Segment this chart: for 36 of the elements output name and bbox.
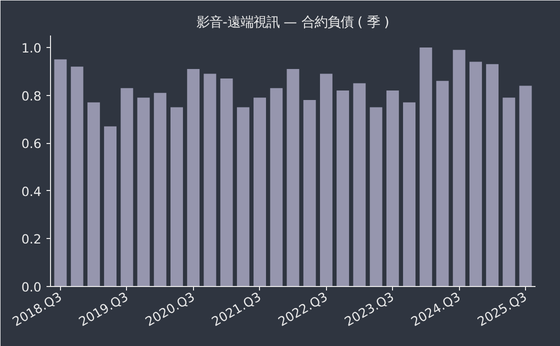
bar (187, 68, 200, 286)
bar (420, 47, 432, 286)
bar (336, 90, 350, 286)
y-tick-label: 0.6 (21, 136, 42, 152)
bar (469, 62, 482, 286)
bar (502, 98, 516, 286)
bar (220, 78, 233, 286)
bar (353, 83, 366, 286)
y-tick-label: 0.4 (21, 184, 42, 199)
bar (120, 88, 134, 286)
bar (137, 98, 150, 286)
bar (452, 50, 466, 286)
bar (270, 88, 283, 286)
bar (436, 80, 449, 286)
bar (386, 90, 399, 286)
bar (486, 64, 499, 286)
bar (236, 107, 250, 286)
bar (54, 59, 67, 286)
bar (204, 74, 216, 286)
bar (70, 66, 84, 286)
bar (303, 100, 316, 286)
bar (254, 98, 266, 286)
bar (519, 86, 532, 286)
bar (320, 74, 332, 286)
bar (403, 102, 416, 286)
bar (370, 107, 382, 286)
bar (286, 68, 300, 286)
y-tick-label: 0.2 (21, 232, 42, 247)
bar (170, 107, 183, 286)
bar (154, 92, 166, 286)
y-tick-label: 0.8 (21, 88, 42, 104)
bar (87, 102, 100, 286)
bar (104, 126, 117, 286)
y-tick-label: 0.0 (21, 280, 42, 294)
y-tick-label: 1.0 (21, 40, 42, 56)
chart-title: 影音-遠端視訊 — 合約負債 ( 季 ) (196, 16, 390, 30)
